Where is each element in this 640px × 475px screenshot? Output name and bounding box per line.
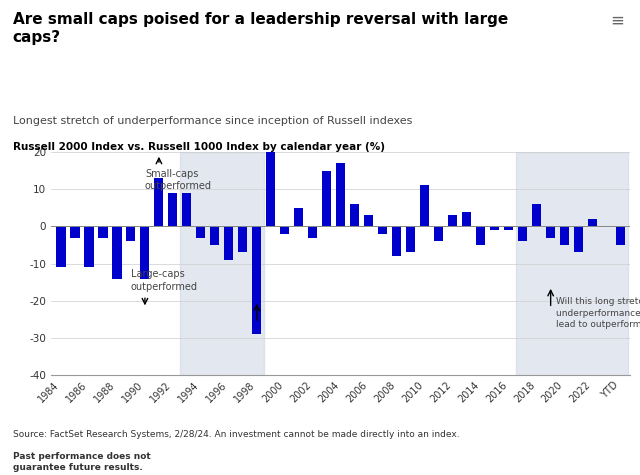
Bar [168, 193, 177, 227]
Bar [532, 204, 541, 227]
Text: Source: FactSet Research Systems, 2/28/24. An investment cannot be made directly: Source: FactSet Research Systems, 2/28/2… [13, 430, 462, 439]
Bar [490, 227, 499, 230]
Bar [180, 152, 264, 375]
Bar [196, 227, 205, 238]
Bar [70, 227, 79, 238]
Bar [476, 227, 485, 245]
Bar [434, 227, 444, 241]
Text: Will this long stretch of small-cap
underperformance, like in 1993-1998,
lead to: Will this long stretch of small-cap unde… [556, 297, 640, 329]
Bar [616, 227, 625, 245]
Bar [154, 178, 163, 227]
Bar [266, 148, 275, 227]
Bar [84, 227, 93, 267]
Bar [126, 227, 136, 241]
Bar [211, 227, 220, 245]
Bar [420, 186, 429, 227]
Bar [99, 227, 108, 238]
Text: Past performance does not
guarantee future results.: Past performance does not guarantee futu… [13, 452, 150, 472]
Text: Small-caps
outperformed: Small-caps outperformed [145, 169, 212, 191]
Bar [56, 227, 65, 267]
Bar [113, 227, 122, 278]
Bar [225, 227, 234, 260]
Bar [308, 227, 317, 238]
Bar [560, 227, 569, 245]
Bar [238, 227, 248, 253]
Text: Large-caps
outperformed: Large-caps outperformed [131, 269, 198, 292]
Bar [378, 227, 387, 234]
Text: Longest stretch of underperformance since inception of Russell indexes: Longest stretch of underperformance sinc… [13, 116, 412, 126]
Bar [504, 227, 513, 230]
Bar [588, 219, 597, 227]
Bar [140, 227, 150, 278]
Bar [574, 227, 583, 253]
Bar [516, 152, 628, 375]
Text: Are small caps poised for a leadership reversal with large
caps?: Are small caps poised for a leadership r… [13, 12, 508, 46]
Bar [518, 227, 527, 241]
Text: ≡: ≡ [610, 12, 624, 30]
Text: Russell 2000 Index vs. Russell 1000 Index by calendar year (%): Russell 2000 Index vs. Russell 1000 Inde… [13, 142, 385, 152]
Bar [448, 215, 457, 227]
Bar [252, 227, 261, 334]
Bar [364, 215, 373, 227]
Bar [350, 204, 359, 227]
Bar [182, 193, 191, 227]
Bar [546, 227, 556, 238]
Bar [462, 211, 471, 227]
Bar [392, 227, 401, 256]
Bar [323, 171, 332, 227]
Bar [406, 227, 415, 253]
Bar [336, 163, 346, 227]
Bar [280, 227, 289, 234]
Bar [294, 208, 303, 227]
